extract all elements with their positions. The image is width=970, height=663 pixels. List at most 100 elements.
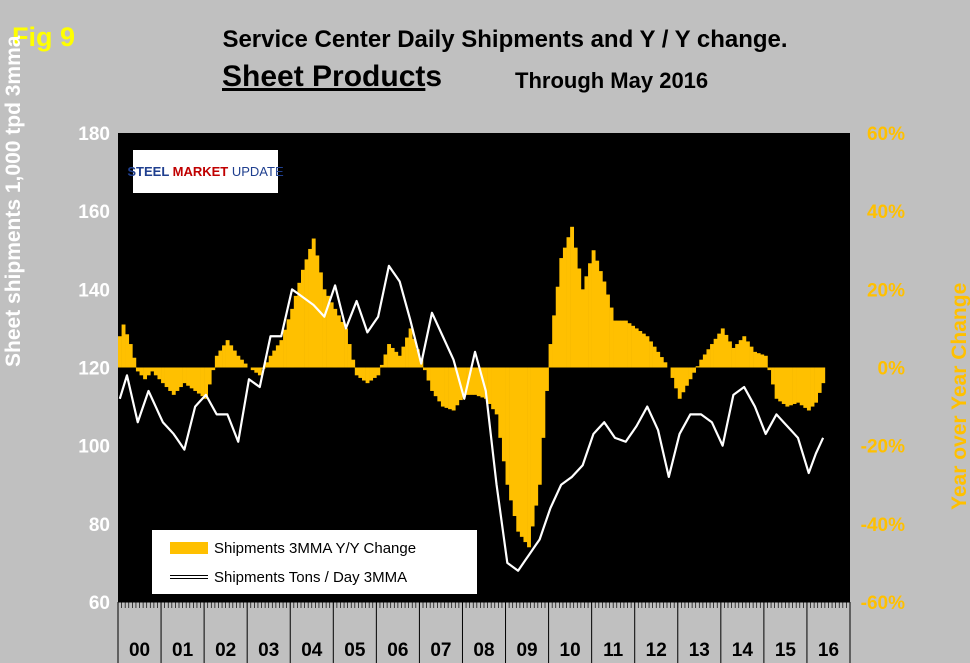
yoy-bar: [789, 367, 793, 406]
yoy-bar: [537, 367, 542, 485]
yoy-bar: [656, 351, 661, 368]
yoy-bar: [150, 367, 155, 372]
subtitle-product-underlined: Sheet Product: [222, 60, 426, 93]
yoy-bar: [616, 320, 621, 368]
yoy-bar: [186, 367, 191, 386]
yoy-bar: [613, 320, 618, 368]
y-left-tick-label: 160: [78, 202, 110, 223]
yoy-bar: [609, 307, 614, 368]
yoy-bar: [448, 367, 453, 410]
yoy-bar: [275, 345, 280, 368]
yoy-bar: [548, 344, 553, 368]
yoy-bar: [559, 258, 564, 368]
yoy-bar: [204, 367, 209, 399]
yoy-bar: [552, 315, 557, 368]
yoy-bar: [265, 362, 270, 368]
yoy-bar: [401, 346, 406, 368]
legend-item-yoy-change: Shipments 3MMA Y/Y Change: [170, 538, 416, 558]
yoy-bar: [437, 367, 442, 402]
yoy-bar: [193, 367, 198, 391]
y-left-tick-label: 80: [89, 515, 110, 536]
yoy-bar: [157, 367, 162, 380]
yoy-bar: [595, 260, 600, 368]
yoy-bar: [512, 367, 517, 517]
yoy-bar: [728, 341, 732, 368]
yoy-bar: [724, 334, 729, 368]
yoy-bar: [254, 367, 259, 373]
yoy-bar: [602, 281, 607, 368]
legend-swatch-line: [170, 575, 208, 579]
y-right-tick-label: 40%: [867, 202, 905, 223]
yoy-bar: [387, 344, 392, 368]
yoy-bar: [286, 319, 291, 368]
yoy-bar: [121, 324, 126, 368]
yoy-bar: [415, 349, 420, 368]
yoy-bar: [128, 344, 133, 368]
yoy-bar: [444, 367, 449, 408]
yoy-bar: [527, 367, 531, 548]
yoy-bar: [774, 367, 779, 399]
yoy-bar: [308, 248, 313, 368]
yoy-bar: [272, 350, 277, 368]
yoy-bar: [570, 226, 575, 368]
yoy-bar: [598, 271, 603, 368]
yoy-bar: [365, 367, 370, 384]
yoy-bar: [742, 336, 747, 368]
yoy-bar: [562, 247, 567, 368]
x-year-label: 00: [129, 640, 150, 661]
x-year-label: 01: [172, 640, 194, 661]
yoy-bar: [394, 351, 399, 368]
yoy-bar: [814, 367, 819, 403]
yoy-bar: [340, 321, 345, 368]
yoy-bar: [573, 247, 578, 368]
yoy-bar: [250, 367, 255, 371]
y-left-tick-label: 120: [78, 359, 110, 380]
yoy-bar: [196, 367, 201, 394]
yoy-bar: [688, 367, 693, 380]
x-year-label: 13: [689, 640, 710, 661]
yoy-bar: [240, 359, 244, 368]
yoy-bar: [702, 354, 707, 368]
yoy-bar: [139, 367, 144, 376]
x-year-label: 09: [516, 640, 537, 661]
yoy-bar: [243, 363, 248, 368]
yoy-bar: [304, 259, 309, 368]
yoy-bar: [143, 367, 148, 380]
yoy-bar: [806, 367, 811, 411]
yoy-bar: [534, 367, 539, 506]
legend-swatch-bars: [170, 542, 208, 554]
yoy-bar: [362, 367, 366, 381]
y-axis-right-label: Year over Year Change: [948, 282, 970, 510]
yoy-bar: [760, 354, 765, 368]
yoy-bar: [509, 367, 514, 501]
yoy-bar: [283, 329, 287, 368]
y-left-tick-label: 140: [78, 280, 110, 301]
yoy-bar: [523, 367, 528, 543]
yoy-bar: [638, 331, 643, 368]
yoy-bar: [659, 357, 664, 368]
yoy-bar: [498, 367, 503, 438]
yoy-bar: [369, 367, 374, 381]
yoy-bar: [344, 328, 348, 368]
yoy-bar: [473, 367, 478, 395]
yoy-bar: [408, 328, 413, 368]
yoy-bar: [634, 328, 639, 368]
y-right-tick-label: -40%: [861, 515, 905, 536]
yoy-bar: [218, 350, 223, 368]
yoy-bar: [749, 346, 754, 368]
yoy-bar: [476, 367, 481, 397]
legend-item-tons-per-day: Shipments Tons / Day 3MMA: [170, 567, 407, 587]
yoy-bar: [207, 367, 212, 385]
yoy-bar: [706, 349, 711, 368]
yoy-bar: [257, 367, 262, 376]
yoy-bar: [584, 276, 589, 368]
yoy-bar: [293, 295, 298, 368]
yoy-bar: [501, 367, 506, 462]
x-year-label: 07: [430, 640, 451, 661]
yoy-bar: [329, 302, 334, 368]
yoy-bar: [530, 367, 535, 527]
yoy-bar: [649, 341, 653, 368]
yoy-bar: [796, 367, 801, 403]
yoy-bar: [179, 367, 183, 388]
